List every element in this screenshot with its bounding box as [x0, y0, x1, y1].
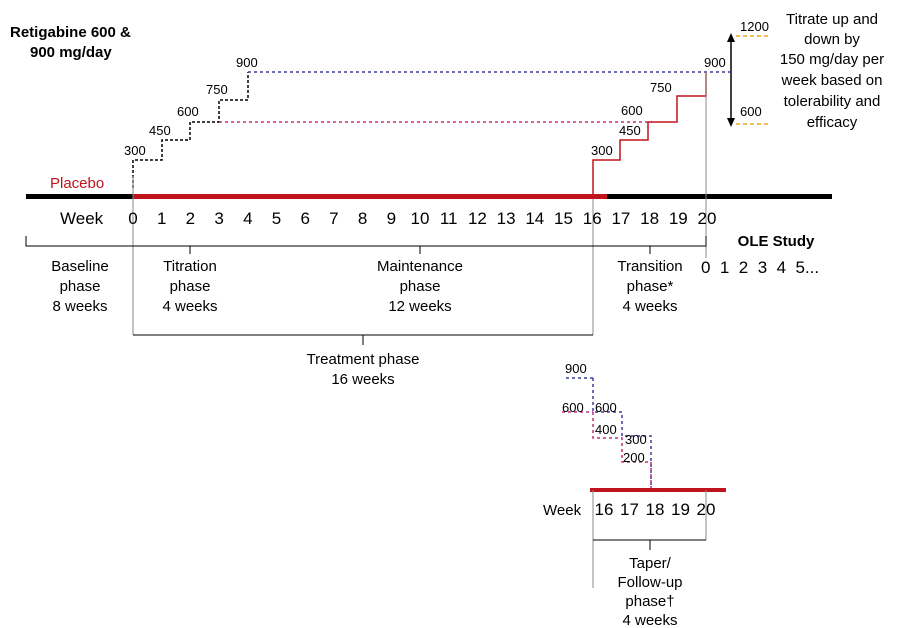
transition-step-300: 300	[591, 143, 613, 158]
taper-week-label: Week	[543, 502, 582, 519]
treatment-line-1: Treatment phase	[307, 351, 420, 368]
transition-step-600: 600	[621, 103, 643, 118]
range-upper-label: 1200	[740, 19, 769, 34]
titration-line-3: 4 weeks	[162, 298, 217, 315]
taper-week-tick-labels: 16 17 18 19 20	[595, 500, 716, 519]
week-tick-1: 1	[157, 209, 166, 228]
taper-week-tick-18: 18	[646, 500, 665, 519]
transition-step-450: 450	[619, 123, 641, 138]
week-tick-20: 20	[698, 209, 717, 228]
week-tick-4: 4	[243, 209, 252, 228]
taper-dose-300: 300	[625, 432, 647, 447]
week-tick-18: 18	[640, 209, 659, 228]
week-tick-9: 9	[387, 209, 396, 228]
note-line-2: down by	[804, 31, 860, 48]
range-arrow-up	[727, 33, 735, 42]
taper-line-3: phase†	[625, 593, 674, 610]
week-tick-13: 13	[497, 209, 516, 228]
taper-dose-200: 200	[623, 450, 645, 465]
titration-step-750: 750	[206, 82, 228, 97]
placebo-label: Placebo	[50, 175, 104, 192]
week-tick-8: 8	[358, 209, 367, 228]
taper-dose-600-b: 600	[595, 400, 617, 415]
week-tick-10: 10	[411, 209, 430, 228]
baseline-phase-label: Baseline phase 8 weeks	[51, 258, 109, 315]
taper-line-1: Taper/	[629, 555, 672, 572]
taper-week-tick-17: 17	[620, 500, 639, 519]
transition-step-750: 750	[650, 80, 672, 95]
week-tick-19: 19	[669, 209, 688, 228]
range-lower-label: 600	[740, 104, 762, 119]
ole-week-numbers: 0 1 2 3 4 5...	[701, 258, 819, 277]
week-tick-16: 16	[583, 209, 602, 228]
transition-phase-label: Transition phase* 4 weeks	[617, 258, 682, 315]
note-line-4: week based on	[781, 72, 883, 89]
week-tick-labels: 0 1 2 3 4 5 6 7 8 9 10 11 12 13 14 15 16 17 18 19 20	[128, 209, 716, 228]
taper-dose-400: 400	[595, 422, 617, 437]
taper-line-2: Follow-up	[617, 574, 682, 591]
taper-week-tick-16: 16	[595, 500, 614, 519]
taper-week-tick-20: 20	[697, 500, 716, 519]
baseline-line-3: 8 weeks	[52, 298, 107, 315]
ole-study-title: OLE Study	[738, 233, 815, 250]
title-line-2: 900 mg/day	[30, 44, 112, 61]
week-tick-14: 14	[525, 209, 544, 228]
baseline-line-1: Baseline	[51, 258, 109, 275]
titration-line-1: Titration	[163, 258, 217, 275]
week-tick-0: 0	[128, 209, 137, 228]
taper-dose-900: 900	[565, 361, 587, 376]
week-tick-2: 2	[186, 209, 195, 228]
week-tick-15: 15	[554, 209, 573, 228]
week-tick-3: 3	[214, 209, 223, 228]
range-arrow-down	[727, 118, 735, 127]
transition-staircase	[592, 72, 707, 196]
maintenance-line-2: phase	[400, 278, 441, 295]
titration-step-450: 450	[149, 123, 171, 138]
maintenance-line-3: 12 weeks	[388, 298, 451, 315]
titration-phase-label: Titration phase 4 weeks	[162, 258, 217, 315]
week-tick-6: 6	[300, 209, 309, 228]
taper-dose-600-a: 600	[562, 400, 584, 415]
titration-step-900: 900	[236, 55, 258, 70]
taper-900-path	[592, 378, 652, 490]
titration-step-300: 300	[124, 143, 146, 158]
week-tick-17: 17	[611, 209, 630, 228]
note-line-5: tolerability and	[784, 93, 881, 110]
week-row-label: Week	[60, 209, 104, 228]
week-tick-7: 7	[329, 209, 338, 228]
transition-step-900: 900	[704, 55, 726, 70]
week-tick-12: 12	[468, 209, 487, 228]
treatment-line-2: 16 weeks	[331, 371, 394, 388]
week-tick-11: 11	[440, 209, 458, 228]
note-line-3: 150 mg/day per	[780, 51, 884, 68]
maintenance-phase-label: Maintenance phase 12 weeks	[377, 258, 463, 315]
transition-line-2: phase*	[627, 278, 674, 295]
placebo-bar	[133, 194, 607, 199]
maintenance-line-1: Maintenance	[377, 258, 463, 275]
titration-staircase	[132, 72, 249, 188]
transition-line-3: 4 weeks	[622, 298, 677, 315]
titration-step-600: 600	[177, 104, 199, 119]
note-line-1: Titrate up and	[786, 11, 878, 28]
transition-line-1: Transition	[617, 258, 682, 275]
taper-week-tick-19: 19	[671, 500, 690, 519]
week-tick-5: 5	[272, 209, 281, 228]
baseline-line-2: phase	[60, 278, 101, 295]
taper-600-path	[592, 412, 652, 490]
titration-note: Titrate up and down by 150 mg/day per we…	[780, 11, 884, 131]
taper-placebo-bar	[590, 488, 726, 492]
title-line-1: Retigabine 600 &	[10, 24, 131, 41]
titration-line-2: phase	[170, 278, 211, 295]
note-line-6: efficacy	[807, 114, 858, 131]
taper-line-4: 4 weeks	[622, 612, 677, 628]
phase-bracket	[25, 236, 707, 247]
